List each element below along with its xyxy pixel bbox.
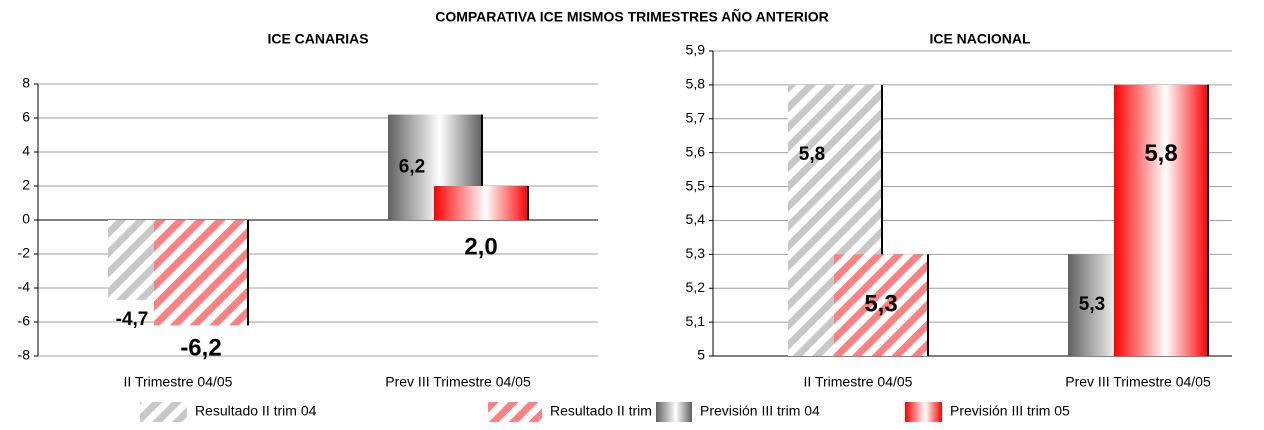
bar xyxy=(834,254,928,356)
value-label: 6,2 xyxy=(399,156,425,177)
y-tick-label: -8 xyxy=(18,347,31,363)
value-label: 2,0 xyxy=(464,233,497,260)
legend-swatch xyxy=(140,402,187,422)
legend-swatch xyxy=(905,402,942,422)
chart-title: ICE NACIONAL xyxy=(929,31,1031,47)
y-tick-label: 5,1 xyxy=(686,313,706,329)
y-tick-label: 5,9 xyxy=(686,42,706,58)
main-title: COMPARATIVA ICE MISMOS TRIMESTRES AÑO AN… xyxy=(435,8,829,25)
y-tick-label: -4 xyxy=(18,279,31,295)
legend-label: Previsión III trim 04 xyxy=(700,403,820,419)
value-label: 5,8 xyxy=(1144,140,1177,167)
legend-label: Resultado II trim 04 xyxy=(195,403,317,419)
y-tick-label: -6 xyxy=(18,313,31,329)
y-tick-label: -2 xyxy=(18,245,31,261)
y-tick-label: 0 xyxy=(22,211,30,227)
bar xyxy=(1114,84,1208,356)
chart-title: ICE CANARIAS xyxy=(267,31,368,47)
y-tick-label: 6 xyxy=(22,109,30,125)
x-tick-label: II Trimestre 04/05 xyxy=(804,374,913,390)
value-label: 5,3 xyxy=(1079,294,1105,315)
x-tick-label: II Trimestre 04/05 xyxy=(124,374,233,390)
x-tick-label: Prev III Trimestre 04/05 xyxy=(1065,374,1211,390)
legend-label: Resultado II trim 05 xyxy=(550,403,672,419)
value-label: 5,3 xyxy=(864,291,897,318)
y-tick-label: 5,8 xyxy=(686,76,706,92)
value-label: -6,2 xyxy=(180,335,221,362)
y-tick-label: 8 xyxy=(22,75,30,91)
y-tick-label: 5,7 xyxy=(686,109,706,125)
y-tick-label: 4 xyxy=(22,143,30,159)
y-tick-label: 5,2 xyxy=(686,279,706,295)
y-tick-label: 5,4 xyxy=(686,211,706,227)
y-tick-label: 5,3 xyxy=(686,245,706,261)
bar xyxy=(434,186,528,220)
value-label: 5,8 xyxy=(799,144,825,165)
x-tick-label: Prev III Trimestre 04/05 xyxy=(385,374,531,390)
legend-label: Previsión III trim 05 xyxy=(950,403,1070,419)
bar xyxy=(154,220,248,326)
legend-swatch xyxy=(656,402,692,422)
y-tick-label: 2 xyxy=(22,177,30,193)
y-tick-label: 5,5 xyxy=(686,177,706,193)
value-label: -4,7 xyxy=(116,309,149,330)
legend-swatch xyxy=(488,402,542,422)
y-tick-label: 5,6 xyxy=(686,143,706,159)
y-tick-label: 5 xyxy=(697,347,705,363)
